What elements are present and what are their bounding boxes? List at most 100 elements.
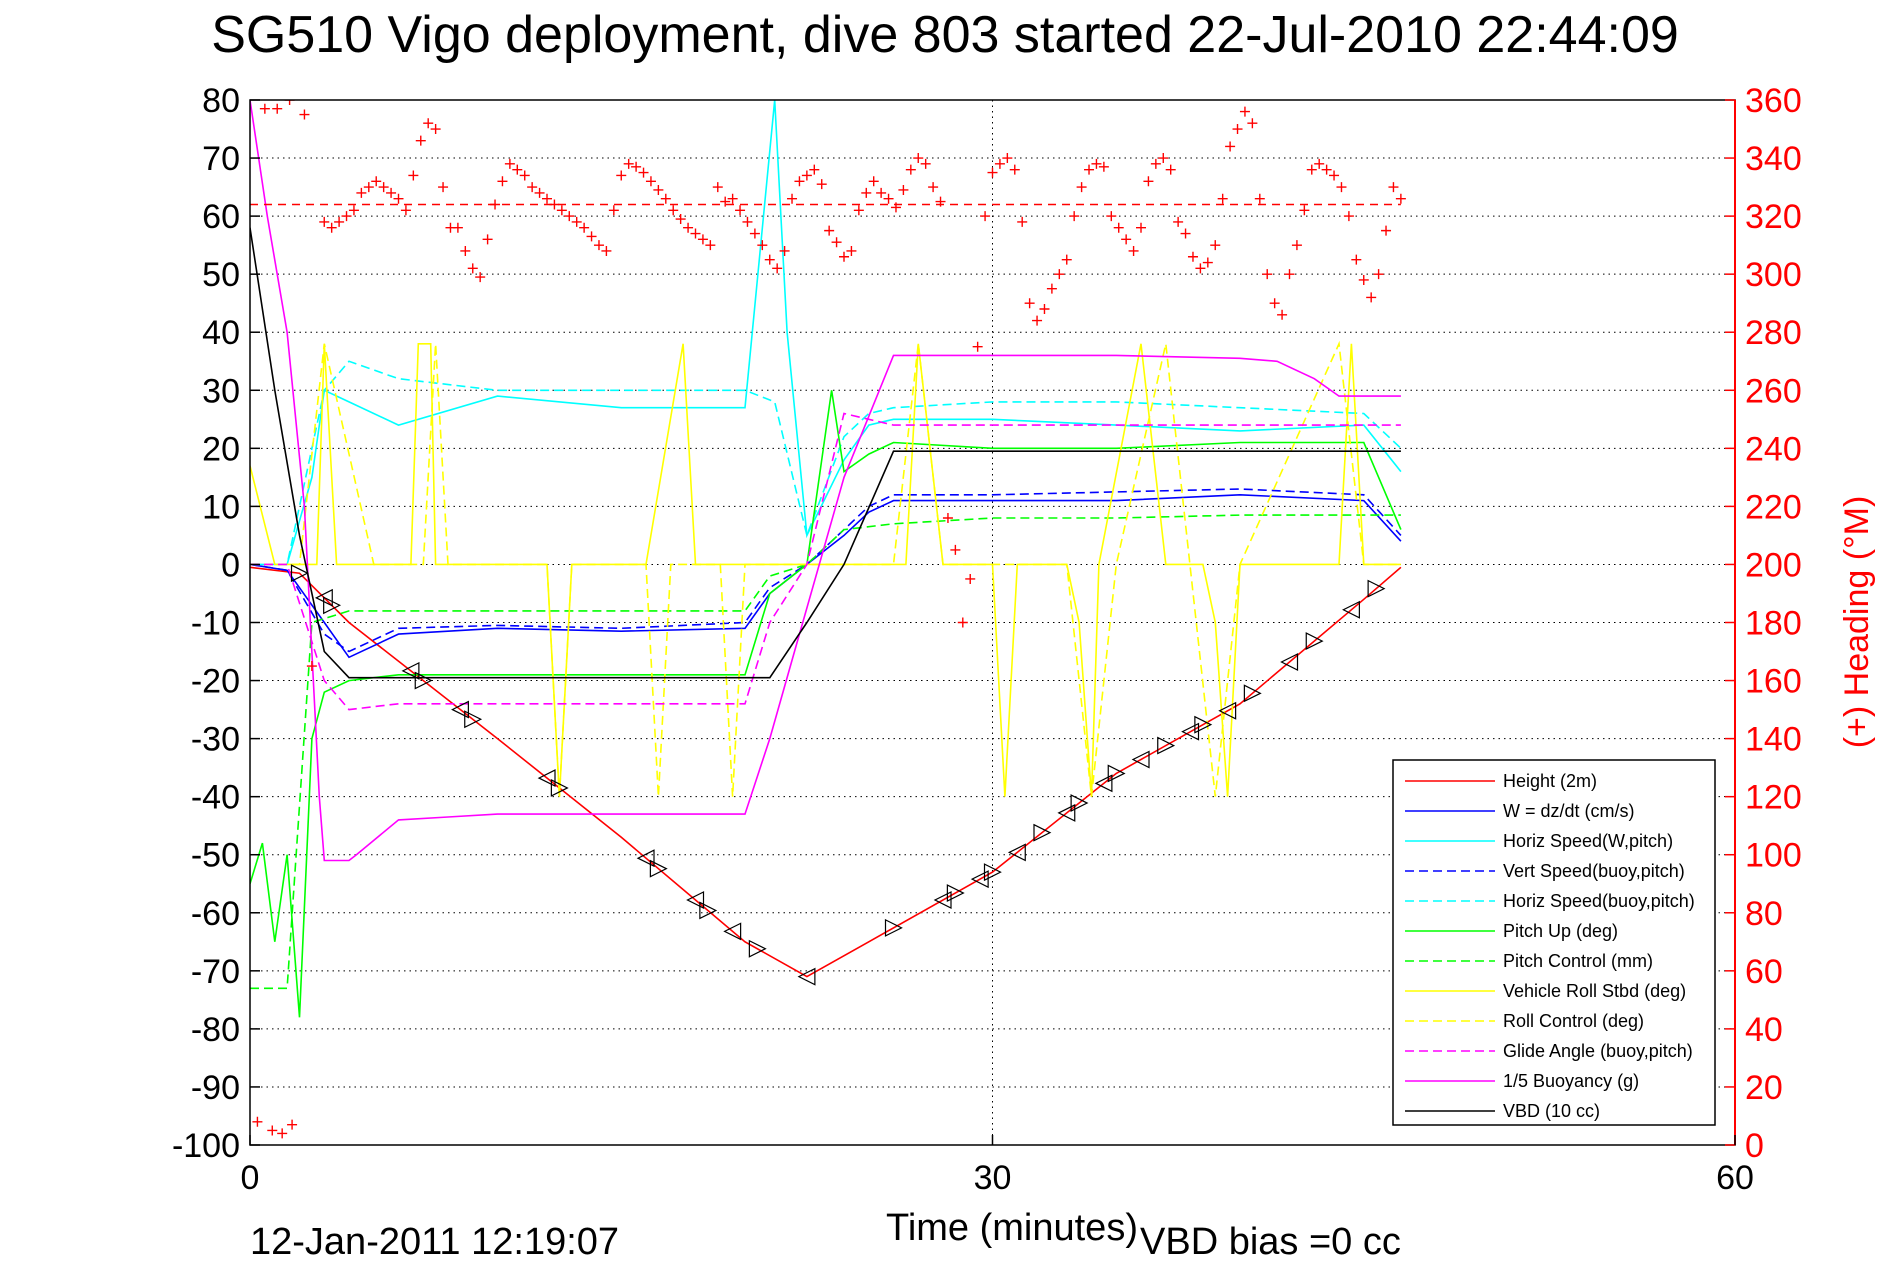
heading-point <box>831 237 842 248</box>
right-tick-label: 160 <box>1745 663 1802 701</box>
left-tick-label: -80 <box>191 1011 240 1049</box>
heading-point <box>742 216 753 227</box>
heading-layer <box>250 100 1406 1139</box>
right-axis-label: (+) Heading (°M) <box>1838 496 1876 749</box>
heading-point <box>306 661 317 672</box>
legend-entry-2: Horiz Speed(W,pitch) <box>1503 831 1673 851</box>
heading-point <box>987 167 998 178</box>
left-tick-label: 0 <box>221 546 240 584</box>
footer-timestamp: 12-Jan-2011 12:19:07 <box>250 1221 619 1262</box>
x-axis-label: Time (minutes) <box>886 1207 1138 1249</box>
depth-marker <box>983 863 1002 882</box>
footer-vbd-bias: VBD bias =0 cc <box>1140 1221 1401 1262</box>
series-line-0 <box>250 566 1402 978</box>
heading-point <box>1381 225 1392 236</box>
heading-point <box>772 263 783 274</box>
heading-point <box>1366 292 1377 303</box>
x-tick-label: 0 <box>241 1159 260 1197</box>
heading-point <box>1173 216 1184 227</box>
series-line-8 <box>250 340 1401 797</box>
series-line-7 <box>250 342 1401 797</box>
heading-point <box>905 164 916 175</box>
depth-marker <box>1057 803 1076 822</box>
right-tick-label: 220 <box>1745 488 1802 526</box>
series-line-6 <box>250 514 1401 990</box>
heading-point <box>571 216 582 227</box>
heading-point <box>1247 118 1258 129</box>
heading-point <box>1113 222 1124 233</box>
depth-marker <box>797 967 816 986</box>
heading-point <box>400 205 411 216</box>
heading-point <box>757 240 768 251</box>
heading-point <box>690 228 701 239</box>
heading-point <box>623 158 634 169</box>
heading-point <box>950 544 961 555</box>
heading-point <box>586 231 597 242</box>
right-tick-label: 340 <box>1745 140 1802 178</box>
heading-point <box>512 164 523 175</box>
heading-point <box>1054 269 1065 280</box>
heading-point <box>653 184 664 195</box>
right-tick-label: 40 <box>1745 1011 1783 1049</box>
depth-marker <box>1367 579 1386 598</box>
heading-point <box>727 193 738 204</box>
series-line-9 <box>250 412 1401 711</box>
heading-point <box>928 182 939 193</box>
heading-point <box>868 176 879 187</box>
x-tick-label: 60 <box>1716 1159 1754 1197</box>
heading-point <box>1262 269 1273 280</box>
heading-point <box>697 234 708 245</box>
heading-point <box>497 176 508 187</box>
right-tick-label: 140 <box>1745 721 1802 759</box>
left-tick-label: 20 <box>202 430 240 468</box>
heading-point <box>1061 254 1072 265</box>
left-tick-label: 60 <box>202 198 240 236</box>
depth-marker <box>1280 653 1299 671</box>
left-tick-label: -40 <box>191 779 240 817</box>
heading-point <box>1299 205 1310 216</box>
heading-point <box>846 245 857 256</box>
depth-marker <box>946 884 965 903</box>
plot-area <box>250 100 1406 1139</box>
heading-point <box>1165 164 1176 175</box>
right-tick-label: 260 <box>1745 372 1802 410</box>
heading-point <box>1017 216 1028 227</box>
heading-point <box>482 234 493 245</box>
heading-point <box>853 205 864 216</box>
heading-point <box>1306 164 1317 175</box>
heading-point <box>334 216 345 227</box>
heading-point <box>348 205 359 216</box>
heading-point <box>942 513 953 523</box>
heading-point <box>616 170 627 181</box>
depth-marker <box>1305 632 1324 651</box>
left-tick-label: 30 <box>202 372 240 410</box>
heading-point <box>675 214 686 225</box>
heading-point <box>1150 158 1161 169</box>
heading-point <box>994 158 1005 169</box>
heading-point <box>1388 182 1399 193</box>
depth-marker <box>933 891 952 909</box>
heading-point <box>408 170 419 181</box>
depth-marker <box>451 700 469 719</box>
depth-marker <box>1107 764 1126 783</box>
heading-point <box>720 196 731 207</box>
heading-point <box>683 222 694 233</box>
heading-point <box>319 216 330 227</box>
heading-point <box>1314 158 1325 169</box>
depth-marker <box>1094 774 1113 793</box>
x-axis: 0 30 60 <box>241 1135 1754 1197</box>
heading-point <box>645 176 656 187</box>
right-tick-label: 200 <box>1745 546 1802 584</box>
heading-point <box>430 124 441 135</box>
heading-point <box>890 202 901 213</box>
heading-point <box>1091 158 1102 169</box>
heading-point <box>1269 298 1280 309</box>
heading-point <box>631 161 642 172</box>
left-tick-label: -100 <box>172 1127 240 1165</box>
depth-marker <box>1218 701 1237 720</box>
heading-point <box>1046 283 1057 294</box>
depth-marker <box>1157 736 1176 755</box>
heading-point <box>957 617 968 628</box>
heading-point <box>876 187 887 198</box>
